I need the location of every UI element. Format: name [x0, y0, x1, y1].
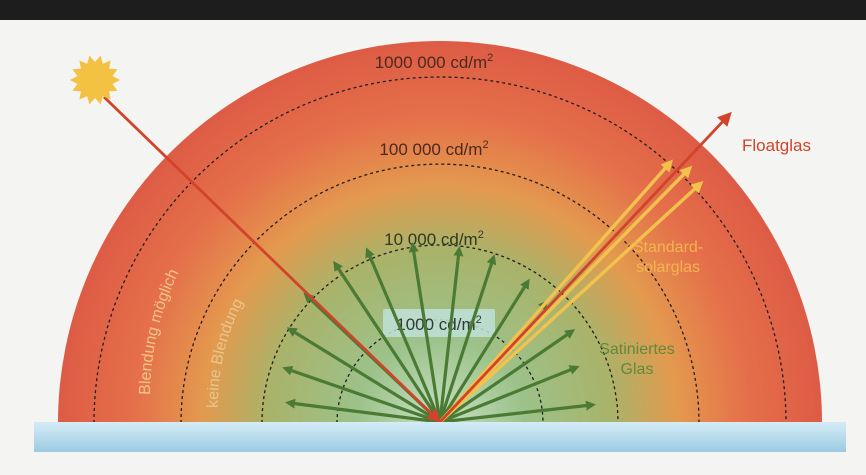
glass-surface [34, 422, 846, 452]
zone-label-middle: 100 000 cd/m2 [379, 139, 488, 159]
zone-label-inner: 10 000 cd/m2 [384, 229, 484, 249]
direct-rays [103, 95, 732, 423]
center-label-box [383, 309, 495, 337]
zone-boundary-outer [93, 76, 787, 424]
luminance-dome [58, 41, 822, 423]
reflected-ray-float [438, 111, 732, 423]
green-scatter-arrow [439, 329, 576, 424]
zone-label-outer: 1000 000 cd/m2 [375, 52, 494, 72]
incident-ray [103, 95, 442, 423]
sun-icon [70, 55, 120, 105]
green-scatter-arrow [333, 260, 442, 423]
green-scatter-arrow [282, 365, 441, 424]
zone-label-center: 1000 cd/m2 [396, 314, 482, 334]
yellow-arrow [438, 159, 673, 424]
label-floatglas: Floatglas [742, 136, 811, 155]
green-scatter-arrow [439, 365, 580, 424]
label-satiniertes-glas: Satiniertes Glas [599, 341, 675, 378]
zone-boundary-inner [261, 244, 619, 424]
bottom-margin [34, 452, 846, 475]
green-scatter-arrow [438, 278, 530, 423]
green-scatter-arrow [438, 246, 464, 423]
green-scatter-arrow [408, 242, 442, 423]
green-scatter-arrow [286, 327, 441, 424]
top-bar [0, 0, 866, 20]
zone-boundary-middle [180, 163, 700, 424]
green-scatter-arrow [285, 398, 441, 424]
green-scatter-arrow [365, 247, 442, 423]
zone-boundary-center [336, 319, 544, 424]
green-scatter-arrow [438, 254, 497, 423]
label-standard-solarglas: Standard-solarglas [633, 239, 703, 276]
yellow-arrow [438, 180, 704, 424]
green-scatter-arrow [439, 400, 596, 424]
